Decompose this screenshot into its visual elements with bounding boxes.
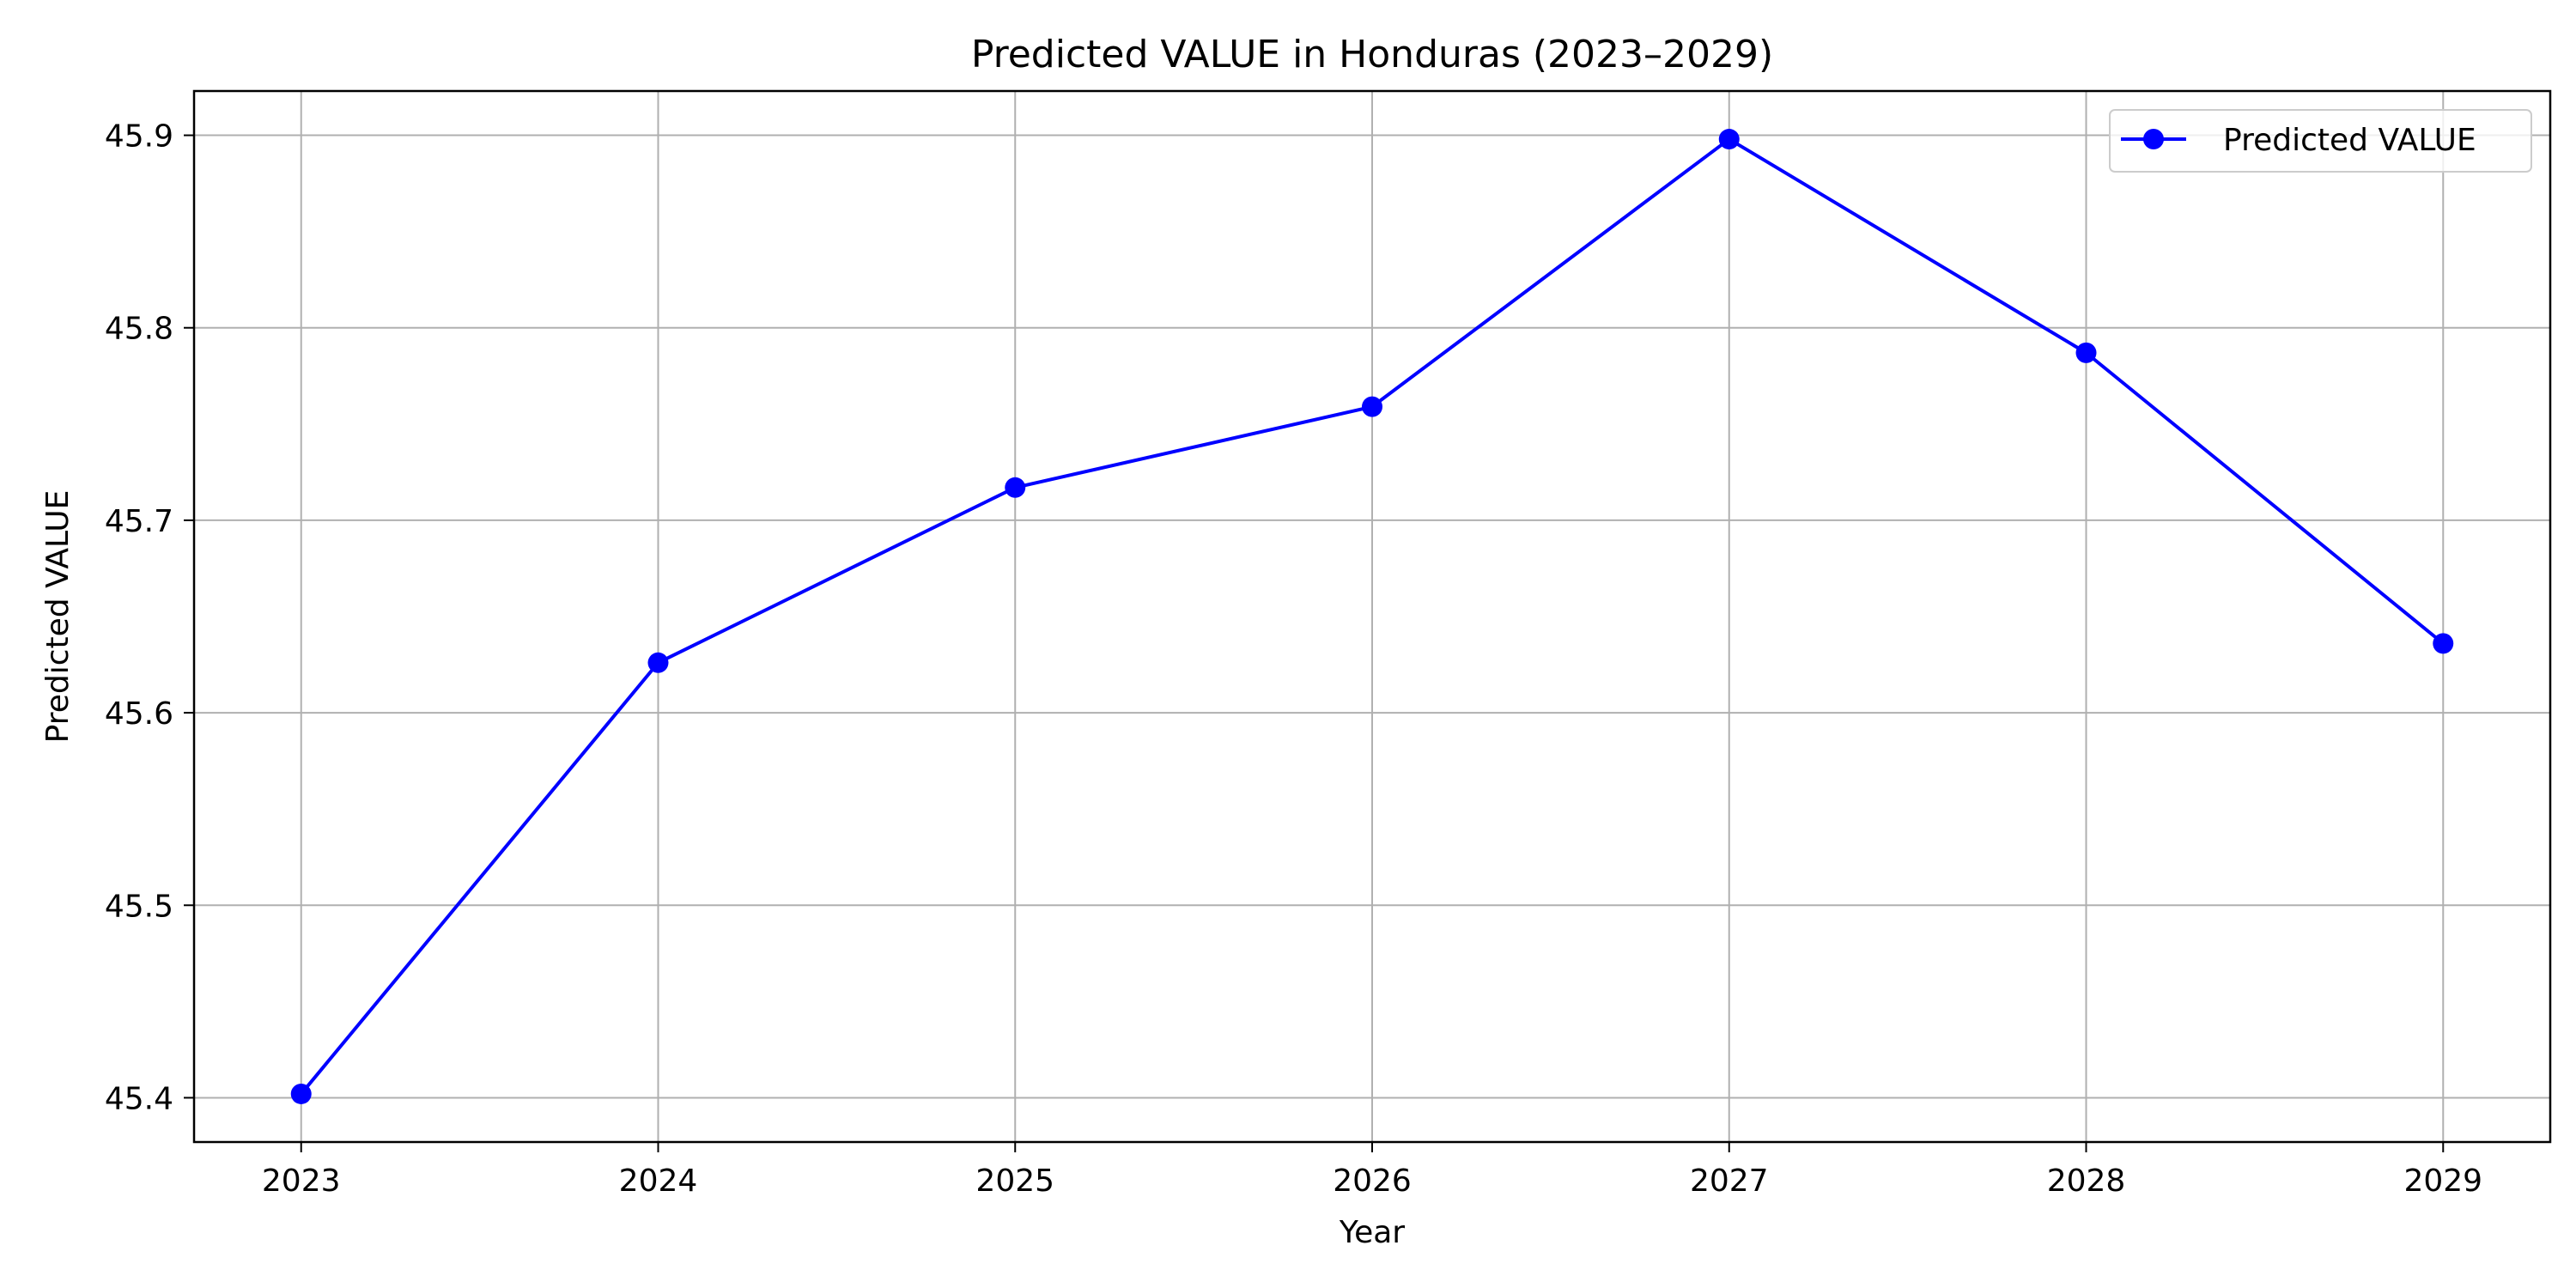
tick-layer: 2023 2024 2025 2026 2027 2028 2029 45.4 45.5 45.6… [105, 119, 2482, 1199]
x-tick-label: 2028 [2047, 1163, 2126, 1199]
x-tick-label: 2024 [619, 1163, 698, 1199]
y-tick-label: 45.7 [105, 504, 173, 539]
legend-series-label: Predicted VALUE [2223, 123, 2476, 158]
x-tick-label: 2025 [975, 1163, 1054, 1199]
legend-series-marker [2143, 129, 2164, 149]
x-tick-label: 2023 [262, 1163, 341, 1199]
data-point [290, 1083, 312, 1104]
data-point [647, 652, 669, 673]
data-point [1005, 477, 1026, 498]
y-tick-label: 45.9 [105, 119, 173, 155]
x-tick-label: 2029 [2403, 1163, 2482, 1199]
x-tick-label: 2026 [1333, 1163, 1412, 1199]
y-tick-label: 45.8 [105, 312, 173, 347]
y-tick-label: 45.5 [105, 889, 173, 924]
data-point [2433, 633, 2454, 654]
legend-box [2109, 109, 2532, 173]
legend: Predicted VALUE [2109, 109, 2532, 173]
x-axis-label: Year [1339, 1215, 1405, 1250]
data-point [2075, 342, 2097, 363]
data-point [1362, 396, 1382, 417]
data-point [1718, 129, 1740, 150]
x-tick-label: 2027 [1690, 1163, 1769, 1199]
y-tick-label: 45.4 [105, 1081, 173, 1116]
chart-title: Predicted VALUE in Honduras (2023–2029) [971, 33, 1773, 76]
y-tick-label: 45.6 [105, 696, 173, 732]
y-axis-label: Predicted VALUE [40, 490, 76, 744]
series-layer [290, 129, 2454, 1104]
